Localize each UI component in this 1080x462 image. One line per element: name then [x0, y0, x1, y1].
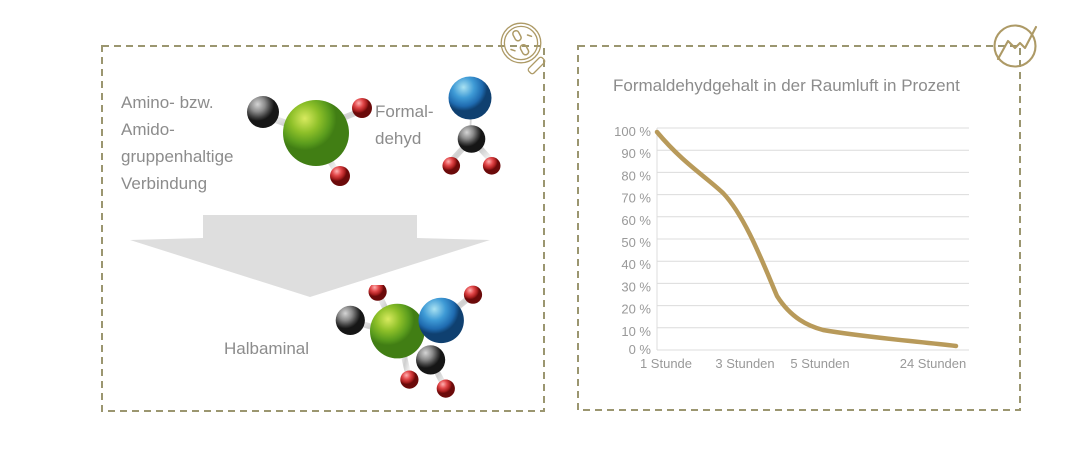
svg-text:20 %: 20 % [621, 302, 651, 317]
svg-text:90 %: 90 % [621, 146, 651, 161]
svg-text:3 Stunden: 3 Stunden [715, 356, 774, 371]
svg-text:5 Stunden: 5 Stunden [790, 356, 849, 371]
svg-text:1 Stunde: 1 Stunde [640, 356, 692, 371]
svg-text:70 %: 70 % [621, 191, 651, 206]
svg-text:80 %: 80 % [621, 168, 651, 183]
svg-text:40 %: 40 % [621, 257, 651, 272]
svg-text:60 %: 60 % [621, 213, 651, 228]
svg-text:30 %: 30 % [621, 279, 651, 294]
svg-text:100 %: 100 % [614, 124, 651, 139]
svg-text:24 Stunden: 24 Stunden [900, 356, 967, 371]
svg-text:50 %: 50 % [621, 235, 651, 250]
svg-text:0 %: 0 % [629, 342, 652, 357]
svg-text:10 %: 10 % [621, 324, 651, 339]
